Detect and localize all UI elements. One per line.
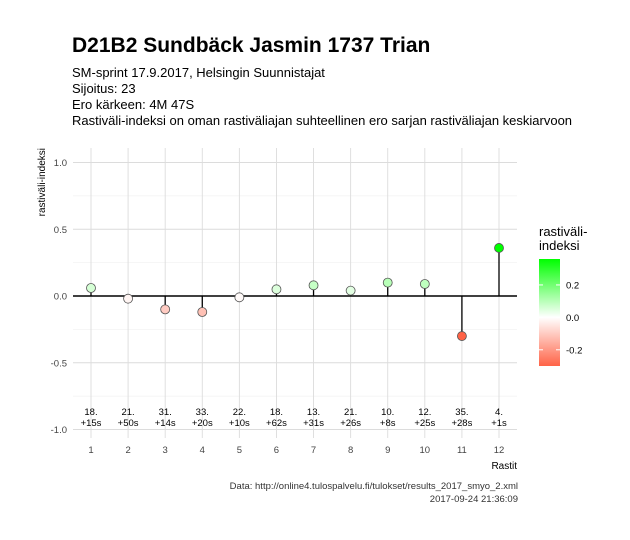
point-rasti-12 (494, 243, 504, 253)
annotation-rasti-10: 12. +25s (414, 407, 435, 429)
legend-label: 0.0 (566, 313, 579, 324)
x-tick-label: 12 (494, 445, 505, 456)
legend-title: rastiväli-indeksi (539, 224, 587, 253)
annotation-rasti-2: 21. +50s (118, 407, 139, 429)
annotation-rasti-6: 18. +62s (266, 407, 287, 429)
point-rasti-11 (457, 331, 467, 341)
points (86, 243, 504, 341)
y-tick-label: 0.5 (54, 225, 67, 236)
grid (73, 148, 517, 438)
legend: rastiväli-indeksi 0.2 0.0 -0.2 (539, 224, 587, 366)
point-rasti-1 (86, 283, 96, 293)
point-rasti-3 (160, 304, 171, 315)
annotations: 18. +15s 21. +50s 31. +14s 33. +20s 22. +10s 18. +6… (81, 407, 507, 429)
legend-label: -0.2 (566, 345, 582, 356)
x-tick-label: 6 (274, 445, 279, 456)
x-tick-label: 4 (200, 445, 205, 456)
caption-timestamp: 2017-09-24 21:36:09 (429, 494, 518, 505)
point-rasti-10 (419, 279, 430, 289)
point-rasti-9 (382, 277, 393, 288)
caption-source: Data: http://online4.tulospalvelu.fi/tul… (229, 481, 518, 492)
point-rasti-2 (123, 293, 133, 304)
subtitle-line-placement: Sijoitus: 23 (72, 81, 136, 96)
x-tick-label: 5 (237, 445, 242, 456)
annotation-rasti-8: 21. +26s (340, 407, 361, 429)
point-rasti-5 (234, 292, 245, 303)
axes: -1.0-0.50.00.51.01 2 3 4 5 6 7 8 9 10 11 12Rastitra… (37, 148, 517, 472)
x-tick-label: 9 (385, 445, 390, 456)
y-tick-label: -0.5 (51, 358, 67, 369)
subtitle-line-description: Rastiväli-indeksi on oman rastiväliajan … (72, 113, 573, 128)
y-axis-title: rastiväli-indeksi (37, 148, 48, 216)
y-tick-label: 0.0 (54, 292, 67, 303)
point-rasti-4 (197, 307, 208, 317)
x-tick-label: 7 (311, 445, 316, 456)
annotation-rasti-5: 22. +10s (229, 407, 250, 429)
point-rasti-8 (345, 285, 356, 296)
chart-subtitle: SM-sprint 17.9.2017, Helsingin Suunnista… (72, 65, 572, 129)
subtitle-line-gap: Ero kärkeen: 4M 47S (72, 97, 195, 112)
x-tick-label: 1 (88, 445, 93, 456)
annotation-rasti-11: 35. +28s (451, 407, 472, 429)
x-tick-label: 2 (125, 445, 130, 456)
x-tick-label: 8 (348, 445, 353, 456)
annotation-rasti-1: 18. +15s (81, 407, 102, 429)
x-axis-title: Rastit (491, 461, 517, 472)
legend-label: 0.2 (566, 280, 579, 291)
annotation-rasti-12: 4. +1s (491, 407, 507, 429)
chart-caption: Data: http://online4.tulospalvelu.fi/tul… (230, 480, 518, 506)
subtitle-line-event: SM-sprint 17.9.2017, Helsingin Suunnista… (72, 65, 325, 80)
point-rasti-6 (271, 284, 282, 295)
chart-title: D21B2 Sundbäck Jasmin 1737 Trian (72, 34, 431, 57)
annotation-rasti-3: 31. +14s (155, 407, 176, 429)
point-rasti-7 (308, 280, 319, 291)
annotation-rasti-4: 33. +20s (192, 407, 213, 429)
y-tick-label: 1.0 (54, 158, 67, 169)
x-tick-label: 11 (457, 445, 467, 456)
segments (90, 247, 500, 337)
y-tick-label: -1.0 (51, 425, 67, 436)
x-tick-label: 10 (420, 445, 431, 456)
annotation-rasti-9: 10. +8s (380, 407, 396, 429)
legend-colorbar (539, 259, 560, 366)
x-tick-label: 3 (163, 445, 168, 456)
annotation-rasti-7: 13. +31s (303, 407, 324, 429)
